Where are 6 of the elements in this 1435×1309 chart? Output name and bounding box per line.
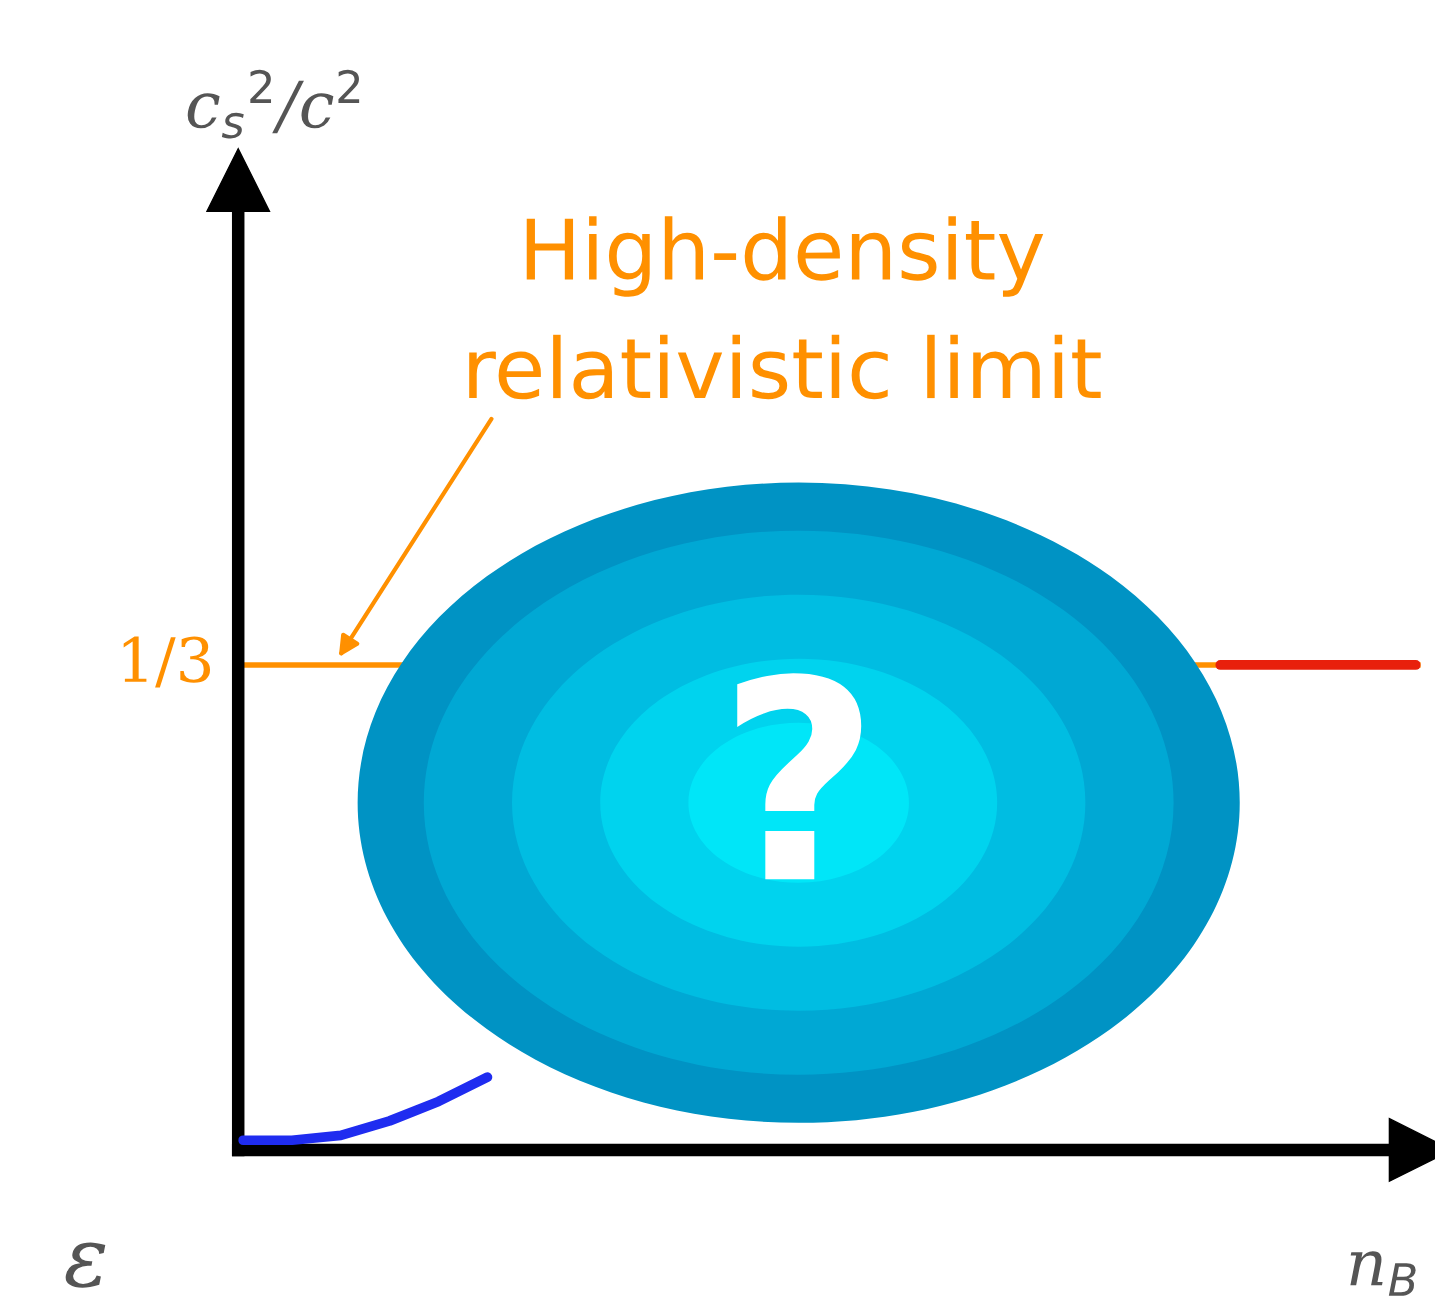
x-axis-title: n$_{B}$ (1350, 1251, 1416, 1296)
ref-line-label: 1/3 (123, 636, 211, 688)
annotation: ? (737, 673, 862, 880)
text: c$_{s}$$^{2}$/c$^{2}$ (187, 69, 360, 139)
text: High-density relativistic limit (469, 216, 1101, 400)
text: ε (65, 1242, 106, 1288)
